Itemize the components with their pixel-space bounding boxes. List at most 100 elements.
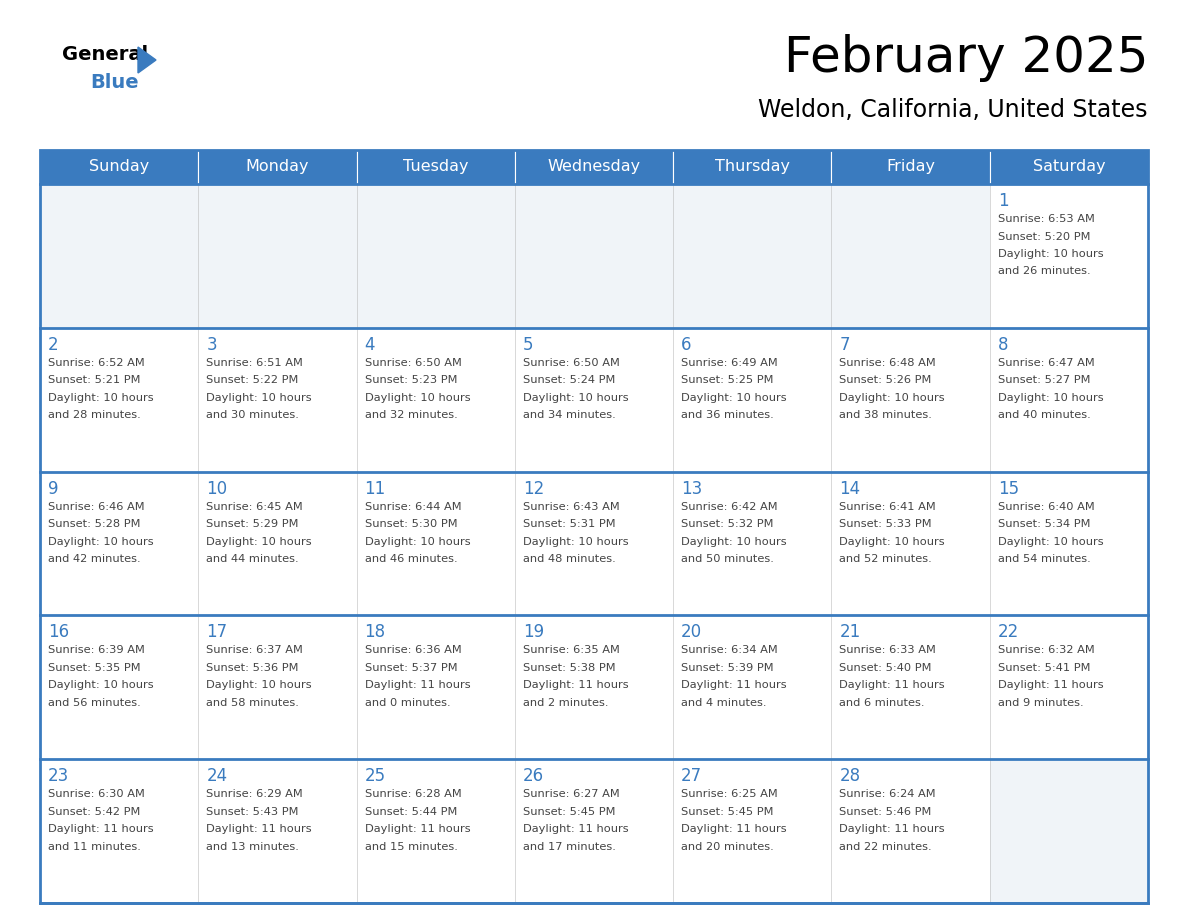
Text: Friday: Friday bbox=[886, 160, 935, 174]
Bar bbox=[674, 184, 832, 328]
Text: Sunrise: 6:34 AM: Sunrise: 6:34 AM bbox=[681, 645, 778, 655]
Text: Daylight: 10 hours: Daylight: 10 hours bbox=[48, 680, 153, 690]
Text: Sunrise: 6:53 AM: Sunrise: 6:53 AM bbox=[998, 214, 1094, 224]
Bar bbox=[990, 759, 1148, 903]
Text: Sunset: 5:36 PM: Sunset: 5:36 PM bbox=[207, 663, 299, 673]
Text: Daylight: 11 hours: Daylight: 11 hours bbox=[840, 824, 944, 834]
Text: 2: 2 bbox=[48, 336, 58, 353]
Text: Daylight: 11 hours: Daylight: 11 hours bbox=[998, 680, 1104, 690]
Text: and 30 minutes.: and 30 minutes. bbox=[207, 410, 299, 420]
Text: Saturday: Saturday bbox=[1032, 160, 1105, 174]
Text: 27: 27 bbox=[681, 767, 702, 785]
Text: Sunrise: 6:27 AM: Sunrise: 6:27 AM bbox=[523, 789, 620, 800]
Text: 28: 28 bbox=[840, 767, 860, 785]
Bar bbox=[356, 472, 514, 615]
Text: and 54 minutes.: and 54 minutes. bbox=[998, 554, 1091, 564]
Text: Sunset: 5:28 PM: Sunset: 5:28 PM bbox=[48, 519, 140, 529]
Bar bbox=[198, 150, 356, 184]
Text: 14: 14 bbox=[840, 479, 860, 498]
Text: Daylight: 10 hours: Daylight: 10 hours bbox=[523, 537, 628, 546]
Text: Sunrise: 6:50 AM: Sunrise: 6:50 AM bbox=[523, 358, 620, 368]
Bar bbox=[198, 615, 356, 759]
Text: Sunset: 5:25 PM: Sunset: 5:25 PM bbox=[681, 375, 773, 386]
Text: 26: 26 bbox=[523, 767, 544, 785]
Text: 18: 18 bbox=[365, 623, 386, 642]
Text: and 13 minutes.: and 13 minutes. bbox=[207, 842, 299, 852]
Text: Sunrise: 6:41 AM: Sunrise: 6:41 AM bbox=[840, 501, 936, 511]
Text: Daylight: 11 hours: Daylight: 11 hours bbox=[365, 680, 470, 690]
Text: Sunrise: 6:40 AM: Sunrise: 6:40 AM bbox=[998, 501, 1094, 511]
Text: 10: 10 bbox=[207, 479, 227, 498]
Text: Sunset: 5:44 PM: Sunset: 5:44 PM bbox=[365, 807, 457, 817]
Text: Monday: Monday bbox=[246, 160, 309, 174]
Text: and 56 minutes.: and 56 minutes. bbox=[48, 698, 140, 708]
Text: Sunset: 5:34 PM: Sunset: 5:34 PM bbox=[998, 519, 1091, 529]
Text: 5: 5 bbox=[523, 336, 533, 353]
Text: 22: 22 bbox=[998, 623, 1019, 642]
Text: Daylight: 10 hours: Daylight: 10 hours bbox=[998, 393, 1104, 403]
Bar bbox=[40, 759, 198, 903]
Text: and 32 minutes.: and 32 minutes. bbox=[365, 410, 457, 420]
Bar bbox=[40, 328, 198, 472]
Text: Daylight: 11 hours: Daylight: 11 hours bbox=[840, 680, 944, 690]
Bar bbox=[40, 150, 198, 184]
Bar bbox=[198, 759, 356, 903]
Text: 23: 23 bbox=[48, 767, 69, 785]
Bar bbox=[674, 759, 832, 903]
Text: and 34 minutes.: and 34 minutes. bbox=[523, 410, 615, 420]
Text: Sunrise: 6:48 AM: Sunrise: 6:48 AM bbox=[840, 358, 936, 368]
Text: Sunset: 5:41 PM: Sunset: 5:41 PM bbox=[998, 663, 1091, 673]
Text: Daylight: 10 hours: Daylight: 10 hours bbox=[207, 393, 312, 403]
Text: Sunset: 5:33 PM: Sunset: 5:33 PM bbox=[840, 519, 933, 529]
Text: 25: 25 bbox=[365, 767, 386, 785]
Bar bbox=[514, 150, 674, 184]
Text: Sunrise: 6:35 AM: Sunrise: 6:35 AM bbox=[523, 645, 620, 655]
Text: and 11 minutes.: and 11 minutes. bbox=[48, 842, 141, 852]
Text: Daylight: 10 hours: Daylight: 10 hours bbox=[365, 393, 470, 403]
Text: and 9 minutes.: and 9 minutes. bbox=[998, 698, 1083, 708]
Text: and 17 minutes.: and 17 minutes. bbox=[523, 842, 615, 852]
Text: Sunrise: 6:36 AM: Sunrise: 6:36 AM bbox=[365, 645, 461, 655]
Text: Sunset: 5:23 PM: Sunset: 5:23 PM bbox=[365, 375, 457, 386]
Bar bbox=[990, 328, 1148, 472]
Bar bbox=[832, 759, 990, 903]
Bar bbox=[356, 184, 514, 328]
Text: Sunset: 5:37 PM: Sunset: 5:37 PM bbox=[365, 663, 457, 673]
Text: Sunrise: 6:32 AM: Sunrise: 6:32 AM bbox=[998, 645, 1094, 655]
Text: Sunset: 5:27 PM: Sunset: 5:27 PM bbox=[998, 375, 1091, 386]
Bar bbox=[674, 150, 832, 184]
Bar bbox=[356, 615, 514, 759]
Text: and 58 minutes.: and 58 minutes. bbox=[207, 698, 299, 708]
Text: Daylight: 11 hours: Daylight: 11 hours bbox=[523, 680, 628, 690]
Bar bbox=[832, 615, 990, 759]
Text: Sunrise: 6:52 AM: Sunrise: 6:52 AM bbox=[48, 358, 145, 368]
Text: Daylight: 11 hours: Daylight: 11 hours bbox=[523, 824, 628, 834]
Bar bbox=[674, 328, 832, 472]
Text: Thursday: Thursday bbox=[715, 160, 790, 174]
Bar bbox=[514, 328, 674, 472]
Bar bbox=[674, 472, 832, 615]
Text: Daylight: 10 hours: Daylight: 10 hours bbox=[207, 537, 312, 546]
Text: Sunset: 5:20 PM: Sunset: 5:20 PM bbox=[998, 231, 1091, 241]
Text: Daylight: 10 hours: Daylight: 10 hours bbox=[840, 537, 944, 546]
Text: 4: 4 bbox=[365, 336, 375, 353]
Bar bbox=[514, 759, 674, 903]
Text: 11: 11 bbox=[365, 479, 386, 498]
Bar bbox=[356, 759, 514, 903]
Text: Daylight: 10 hours: Daylight: 10 hours bbox=[48, 537, 153, 546]
Text: Sunset: 5:45 PM: Sunset: 5:45 PM bbox=[523, 807, 615, 817]
Text: Sunrise: 6:30 AM: Sunrise: 6:30 AM bbox=[48, 789, 145, 800]
Text: Sunset: 5:22 PM: Sunset: 5:22 PM bbox=[207, 375, 298, 386]
Text: Sunrise: 6:49 AM: Sunrise: 6:49 AM bbox=[681, 358, 778, 368]
Bar bbox=[514, 615, 674, 759]
Text: 13: 13 bbox=[681, 479, 702, 498]
Text: Sunrise: 6:33 AM: Sunrise: 6:33 AM bbox=[840, 645, 936, 655]
Bar bbox=[990, 472, 1148, 615]
Text: Sunset: 5:31 PM: Sunset: 5:31 PM bbox=[523, 519, 615, 529]
Text: Daylight: 11 hours: Daylight: 11 hours bbox=[681, 680, 786, 690]
Text: 7: 7 bbox=[840, 336, 849, 353]
Text: and 36 minutes.: and 36 minutes. bbox=[681, 410, 773, 420]
Text: Sunset: 5:24 PM: Sunset: 5:24 PM bbox=[523, 375, 615, 386]
Bar bbox=[356, 150, 514, 184]
Text: Daylight: 10 hours: Daylight: 10 hours bbox=[840, 393, 944, 403]
